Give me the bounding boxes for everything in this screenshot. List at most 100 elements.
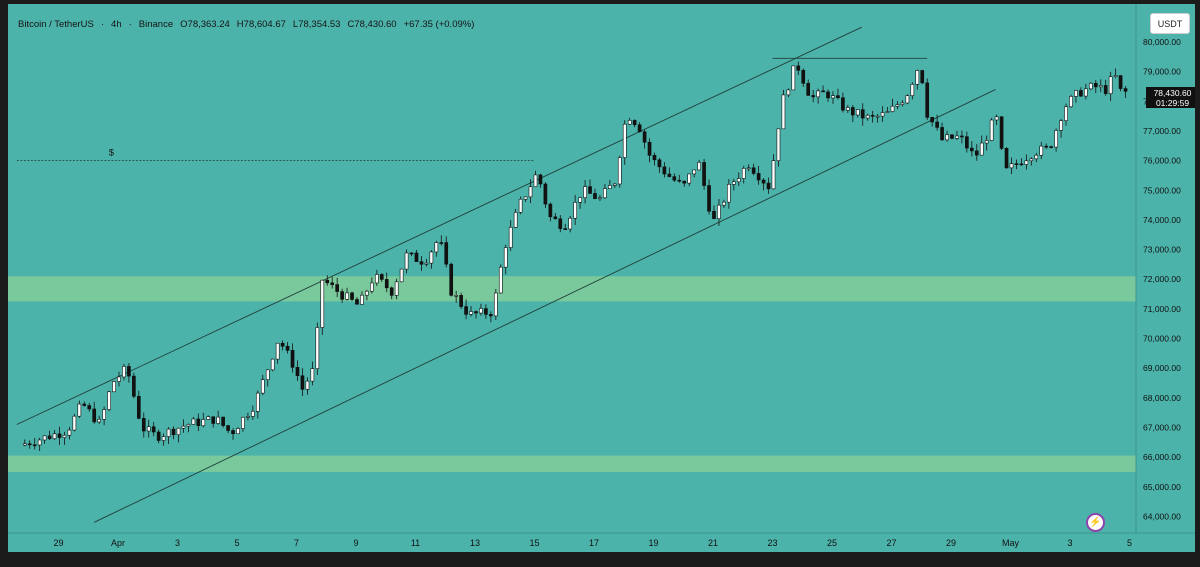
candle-body: [722, 201, 726, 206]
candle-body: [702, 162, 706, 186]
candle-body: [860, 109, 865, 119]
candle-body: [1054, 130, 1058, 148]
candle-body: [697, 162, 701, 171]
candle-body: [206, 416, 211, 420]
trend-channel-line: [16, 26, 862, 425]
candle-body: [1084, 88, 1088, 97]
candle-body: [846, 107, 850, 111]
candle-body: [1108, 76, 1113, 94]
x-axis-tick-label: May: [1002, 538, 1020, 548]
candle-body: [821, 90, 825, 93]
candle-body: [414, 252, 419, 262]
candle-body: [766, 182, 771, 190]
candle-body: [251, 411, 255, 417]
candle-body: [756, 173, 761, 181]
candle-body: [826, 91, 830, 99]
candle-body: [330, 282, 335, 285]
currency-button[interactable]: USDT: [1150, 13, 1190, 34]
candle-body: [270, 358, 275, 371]
x-axis-tick-label: 21: [708, 538, 718, 548]
candle-body: [1014, 163, 1019, 165]
candle-body: [910, 84, 915, 96]
candle-body: [528, 186, 533, 198]
candle-body: [627, 120, 632, 125]
candle-body: [796, 65, 801, 71]
candle-body: [672, 176, 677, 181]
candle-body: [652, 155, 657, 161]
y-axis-tick-label: 73,000.00: [1143, 245, 1181, 255]
candle-body: [890, 105, 895, 112]
candle-body: [389, 287, 394, 296]
symbol-header: Bitcoin / TetherUS · 4h · Binance O78,36…: [18, 17, 474, 31]
candle-body: [682, 180, 687, 184]
interval-label[interactable]: 4h: [111, 18, 122, 30]
candle-body: [449, 263, 454, 296]
candle-body: [226, 425, 230, 431]
candle-body: [989, 119, 994, 141]
chart-pane[interactable]: $80,000.0079,000.0078,000.0077,000.0076,…: [8, 4, 1195, 552]
candle-body: [543, 183, 548, 205]
candle-body: [692, 169, 696, 175]
level-label: $: [109, 148, 114, 158]
candle-body: [642, 131, 647, 143]
candle-body: [603, 188, 607, 199]
candle-body: [379, 274, 384, 280]
candle-body: [786, 89, 791, 96]
candle-body: [191, 418, 196, 425]
candle-body: [746, 167, 751, 170]
candle-body: [712, 210, 716, 219]
candle-body: [246, 416, 250, 418]
candle-body: [979, 142, 984, 156]
candle-body: [493, 292, 498, 317]
candle-body: [969, 147, 974, 152]
candle-body: [885, 111, 890, 113]
candle-body: [598, 197, 602, 200]
x-axis-tick-label: 29: [53, 538, 63, 548]
candle-body: [320, 279, 325, 328]
candle-body: [583, 186, 587, 198]
lightning-icon[interactable]: ⚡: [1086, 513, 1105, 532]
support-resistance-zone: [8, 276, 1136, 302]
candle-body: [984, 140, 989, 144]
candle-body: [1088, 82, 1093, 90]
candle-body: [791, 65, 796, 91]
bottom-strip: [0, 552, 1200, 567]
candle-body: [22, 443, 27, 446]
last-price-tag: 78,430.60 01:29:59: [1146, 87, 1195, 108]
candle-body: [632, 120, 637, 126]
candle-body: [47, 435, 52, 440]
candle-body: [880, 112, 885, 117]
y-axis-tick-label: 72,000.00: [1143, 274, 1181, 284]
candle-body: [444, 242, 449, 265]
candle-body: [707, 185, 711, 212]
candle-body: [751, 167, 756, 174]
candle-body: [1079, 90, 1083, 97]
candle-body: [374, 274, 379, 284]
candle-body: [196, 418, 201, 426]
candle-body: [434, 242, 439, 253]
candle-body: [588, 186, 592, 194]
candle-body: [925, 82, 930, 118]
candle-body: [761, 179, 766, 184]
symbol-name[interactable]: Bitcoin / TetherUS: [18, 18, 94, 30]
ohlc-low: L78,354.53: [292, 18, 341, 30]
y-axis-tick-label: 64,000.00: [1143, 511, 1181, 521]
candle-body: [1118, 75, 1123, 89]
candle-body: [965, 136, 969, 149]
candle-body: [657, 159, 662, 168]
candle-body: [181, 425, 186, 429]
price-chart[interactable]: $80,000.0079,000.0078,000.0077,000.0076,…: [8, 4, 1195, 552]
candle-body: [736, 178, 741, 183]
candle-body: [667, 173, 672, 177]
candle-body: [994, 116, 999, 121]
y-axis-tick-label: 66,000.00: [1143, 452, 1181, 462]
candle-body: [955, 135, 959, 139]
candle-body: [816, 90, 820, 98]
candle-body: [870, 114, 875, 117]
candle-body: [171, 428, 176, 436]
candle-body: [1074, 90, 1078, 97]
x-axis-tick-label: Apr: [111, 538, 125, 548]
candle-body: [325, 279, 330, 284]
x-axis-tick-label: 5: [1127, 538, 1132, 548]
candle-body: [741, 168, 746, 179]
